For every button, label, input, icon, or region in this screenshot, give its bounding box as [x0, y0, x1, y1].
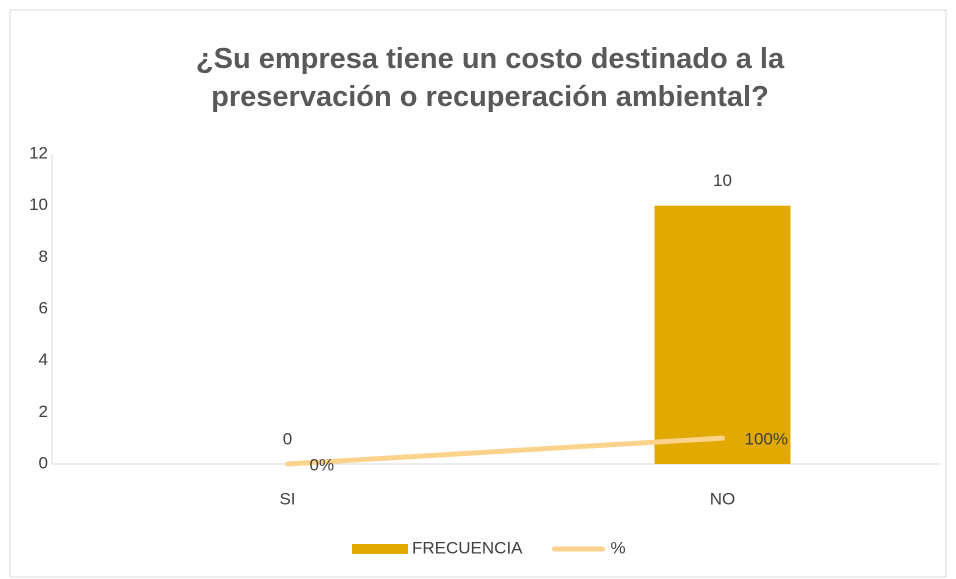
legend-label: % [611, 538, 626, 557]
y-tick-label: 12 [29, 143, 48, 162]
bar [654, 205, 791, 464]
chart-title: ¿Su empresa tiene un costo destinado a l… [195, 43, 785, 113]
y-tick-label: 4 [39, 350, 48, 369]
x-tick-label: SI [279, 489, 295, 508]
legend-label: FRECUENCIA [412, 538, 523, 557]
y-tick-label: 8 [39, 247, 48, 266]
line-value-label: 0% [310, 455, 335, 474]
y-tick-label: 10 [29, 195, 48, 214]
bar-value-label: 0 [283, 429, 292, 448]
x-tick-label: NO [710, 489, 736, 508]
y-tick-label: 0 [39, 453, 48, 472]
legend-swatch [352, 544, 408, 554]
y-tick-label: 2 [39, 402, 48, 421]
line [285, 435, 725, 467]
bar-value-label: 10 [713, 171, 732, 190]
line-value-label: 100% [745, 430, 788, 449]
y-tick-label: 6 [39, 298, 48, 317]
